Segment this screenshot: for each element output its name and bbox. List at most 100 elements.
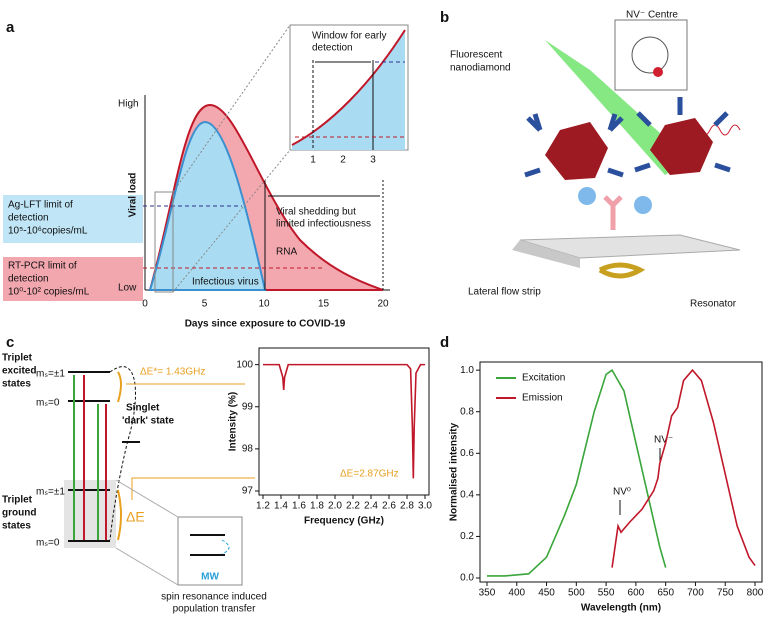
x-tick-label: 600: [628, 588, 645, 599]
ag-text: Ag-LFT limit of: [8, 200, 73, 211]
zoom-line: [172, 149, 291, 293]
pcr-text: 10⁰-10² copies/mL: [8, 287, 90, 298]
resonator: [598, 262, 646, 279]
panel-label: b: [440, 9, 449, 26]
state: ground: [2, 508, 36, 519]
delta-e: ΔE: [126, 509, 145, 525]
zoom-line: [172, 24, 291, 193]
diamond: [650, 118, 713, 175]
inset-tick-label: 2: [340, 155, 346, 166]
laser: [545, 40, 690, 175]
x-tick-label: 15: [318, 299, 330, 310]
state: Triplet: [2, 495, 33, 506]
pcr-box: [3, 257, 143, 301]
y-tick-label: 97: [242, 486, 254, 497]
x-axis-label: Days since exposure to COVID-19: [185, 319, 346, 330]
line: [263, 363, 425, 479]
link: [131, 477, 255, 500]
x-tick-label: 3.0: [418, 501, 432, 512]
inset-fill: [292, 30, 405, 150]
x-tick-label: 450: [538, 588, 555, 599]
note: ΔE*= 1.43GHz: [140, 367, 205, 378]
x-tick-label: 2.4: [364, 501, 378, 512]
nv-box: [614, 19, 688, 91]
note: ΔE=2.87GHz: [340, 469, 399, 480]
x-tick-label: 2.6: [382, 501, 396, 512]
y-tick-label: 99: [242, 401, 254, 412]
note: Resonator: [690, 299, 737, 310]
x-tick-label: 2.8: [400, 501, 414, 512]
x-tick-label: 1.6: [292, 501, 306, 512]
y-tick-label: 0.2: [460, 531, 474, 542]
legend-label: Emission: [522, 393, 563, 404]
state: states: [2, 379, 31, 390]
x-tick-label: 20: [377, 299, 389, 310]
x-tick-label: 350: [479, 588, 496, 599]
note: Fluorescent: [450, 50, 502, 61]
note: Infectious virus: [192, 277, 259, 288]
level: mₛ=0: [36, 538, 60, 549]
annotation: NV⁰: [613, 487, 631, 498]
ag-text: 10⁵-10⁶copies/mL: [8, 226, 88, 237]
strip-side: [512, 240, 580, 268]
line: [486, 369, 667, 577]
x-tick-label: 5: [202, 299, 208, 310]
x-tick-label: 1.8: [310, 501, 324, 512]
state: 'dark' state: [122, 416, 174, 427]
y-tick-label: 100: [236, 359, 253, 370]
level: mₛ=±1: [36, 487, 65, 498]
mw-arrow: [221, 539, 230, 555]
note: nanodiamond: [450, 63, 511, 74]
note: RNA: [276, 247, 297, 258]
y-tick-label: 0.4: [460, 490, 474, 501]
panel-label: a: [6, 19, 15, 36]
level: mₛ=0: [36, 398, 60, 409]
ground-box: [64, 480, 116, 548]
x-tick-label: 1.2: [256, 501, 270, 512]
antibodies: [524, 97, 731, 178]
x-axis-label: Frequency (GHz): [304, 516, 384, 527]
diamond: [545, 122, 608, 180]
zoom-line: [115, 479, 179, 518]
y-tick-label: 0.6: [460, 448, 474, 459]
x-tick-label: 500: [568, 588, 585, 599]
y-tick-label: 98: [242, 444, 254, 455]
y-low: Low: [118, 283, 137, 294]
inset-tick-label: 3: [370, 155, 376, 166]
y-high: High: [118, 99, 139, 110]
note: limited infectiousness: [276, 219, 371, 230]
x-axis-label: Wavelength (nm): [581, 603, 661, 614]
x-tick-label: 400: [508, 588, 525, 599]
x-tick-label: 1.4: [274, 501, 288, 512]
caption: spin resonance induced: [161, 592, 267, 603]
zoom-line: [115, 547, 179, 586]
lattice: [631, 36, 669, 74]
mw: MW: [201, 572, 219, 583]
annotation: NV⁻: [654, 435, 673, 446]
x-tick-label: 2.0: [328, 501, 342, 512]
brace: [117, 371, 122, 541]
x-tick-label: 650: [657, 588, 674, 599]
target: [603, 195, 623, 230]
y-axis-label: Normalised intensity: [449, 422, 460, 521]
note: Viral shedding but: [276, 207, 356, 218]
x-tick-label: 750: [717, 588, 734, 599]
x-tick-label: 700: [687, 588, 704, 599]
isc: [109, 366, 136, 541]
inset-title: detection: [312, 43, 353, 54]
y-tick-label: 1.0: [460, 365, 474, 376]
mw-inset: [177, 516, 243, 586]
x-tick-label: 2.2: [346, 501, 360, 512]
pcr-text: RT-PCR limit of: [8, 261, 77, 272]
state: states: [2, 521, 31, 532]
y-axis-label: Intensity (%): [228, 392, 239, 451]
legend-label: Excitation: [522, 373, 565, 384]
level: mₛ=±1: [36, 369, 65, 380]
ag-text: detection: [8, 213, 49, 224]
x-tick-label: 800: [747, 588, 764, 599]
x-tick-label: 0: [142, 299, 148, 310]
zoom-box: [154, 191, 174, 293]
state: Singlet: [126, 403, 160, 414]
panel-label: c: [6, 334, 14, 351]
